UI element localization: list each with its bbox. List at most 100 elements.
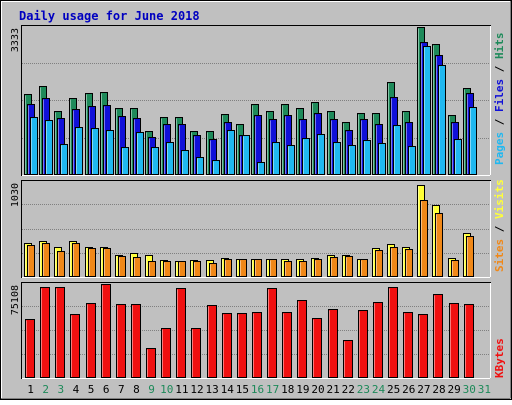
x-tick-label-22: 22: [342, 383, 355, 396]
bar-sites-day-1: [27, 245, 35, 277]
x-tick-label-20: 20: [311, 383, 324, 396]
x-tick-label-14: 14: [221, 383, 235, 396]
bar-sites-day-18: [284, 261, 292, 277]
bar-pages-day-25: [393, 125, 401, 175]
x-tick-label-15: 15: [236, 383, 249, 396]
bar-pages-day-15: [242, 135, 250, 175]
x-tick-label-19: 19: [296, 383, 309, 396]
bar-sites-day-30: [466, 236, 474, 277]
bar-sites-day-20: [314, 259, 322, 277]
bar-pages-day-13: [212, 160, 220, 175]
bar-kbytes-day-1: [25, 319, 35, 378]
bar-sites-day-22: [345, 256, 353, 277]
x-tick-label-23: 23: [357, 383, 370, 396]
bar-pages-day-8: [136, 132, 144, 175]
bar-sites-day-13: [209, 263, 217, 277]
bar-sites-day-11: [178, 261, 186, 277]
x-tick-label-29: 29: [448, 383, 461, 396]
bar-sites-day-12: [193, 261, 201, 277]
bar-pages-day-29: [454, 139, 462, 175]
bar-pages-day-7: [121, 147, 129, 175]
bar-sites-day-7: [118, 256, 126, 277]
bar-kbytes-day-6: [101, 284, 111, 378]
legend-top: Pages / Files / Hits: [493, 33, 506, 166]
bar-sites-day-29: [451, 260, 459, 277]
bar-pages-day-24: [378, 143, 386, 175]
panel-middle-ymax-label: 1030: [10, 183, 21, 207]
bar-pages-day-6: [106, 130, 114, 175]
legend-middle-part: Visits: [493, 179, 506, 219]
x-tick-label-13: 13: [205, 383, 218, 396]
legend-top-part: Pages: [493, 132, 506, 165]
x-tick-label-16: 16: [251, 383, 264, 396]
x-tick-label-2: 2: [42, 383, 49, 396]
bar-pages-day-4: [75, 127, 83, 175]
bar-sites-day-14: [224, 259, 232, 277]
bar-kbytes-day-15: [237, 313, 247, 378]
bar-kbytes-day-10: [161, 328, 171, 378]
bar-pages-day-3: [60, 144, 68, 175]
bar-pages-day-5: [91, 128, 99, 175]
bar-sites-day-5: [88, 248, 96, 277]
legend-top-part: Hits: [493, 33, 506, 60]
bar-sites-day-23: [360, 259, 368, 277]
bar-sites-day-2: [42, 243, 50, 277]
bar-kbytes-day-5: [86, 303, 96, 378]
bar-kbytes-day-14: [222, 313, 232, 378]
bar-pages-day-26: [408, 146, 416, 175]
bar-sites-day-27: [420, 200, 428, 277]
bar-kbytes-day-28: [433, 294, 443, 378]
bar-kbytes-day-2: [40, 287, 50, 378]
x-tick-label-28: 28: [432, 383, 445, 396]
bar-kbytes-day-29: [449, 303, 459, 378]
x-tick-label-12: 12: [190, 383, 203, 396]
bar-kbytes-day-7: [116, 304, 126, 378]
bar-pages-day-9: [151, 147, 159, 175]
panel-top-ymax-label: 3333: [10, 28, 21, 52]
legend-middle: Sites / Visits: [493, 179, 506, 272]
bar-kbytes-day-16: [252, 312, 262, 378]
bar-sites-day-6: [103, 248, 111, 277]
bar-pages-day-27: [423, 46, 431, 175]
panel-bottom-ymax-label: 75108: [10, 285, 21, 315]
x-tick-label-18: 18: [281, 383, 294, 396]
bar-sites-day-21: [330, 257, 338, 277]
x-tick-label-8: 8: [133, 383, 140, 396]
bar-pages-day-11: [181, 150, 189, 175]
bar-sites-day-17: [269, 259, 277, 277]
x-tick-label-9: 9: [148, 383, 155, 396]
bar-pages-day-22: [348, 145, 356, 175]
x-tick-label-1: 1: [27, 383, 34, 396]
legend-middle-part: /: [493, 219, 506, 239]
bar-sites-day-24: [375, 250, 383, 277]
bar-pages-day-17: [272, 142, 280, 175]
bar-sites-day-15: [239, 259, 247, 277]
bar-kbytes-day-9: [146, 348, 156, 378]
bar-kbytes-day-27: [418, 314, 428, 378]
x-tick-label-30: 30: [463, 383, 476, 396]
bar-pages-day-14: [227, 130, 235, 175]
legend-middle-part: Sites: [493, 239, 506, 272]
bar-sites-day-25: [390, 247, 398, 277]
x-tick-label-11: 11: [175, 383, 188, 396]
bar-kbytes-day-3: [55, 287, 65, 378]
bar-sites-day-26: [405, 249, 413, 277]
bar-pages-day-23: [363, 140, 371, 175]
x-tick-label-17: 17: [266, 383, 279, 396]
bar-kbytes-day-17: [267, 288, 277, 378]
bar-pages-day-12: [196, 157, 204, 175]
bar-pages-day-19: [302, 138, 310, 175]
bar-kbytes-day-20: [312, 318, 322, 378]
chart-title: Daily usage for June 2018: [19, 9, 200, 23]
bar-pages-day-20: [317, 134, 325, 175]
bar-kbytes-day-8: [131, 304, 141, 378]
bar-kbytes-day-18: [282, 312, 292, 378]
bar-kbytes-day-21: [328, 309, 338, 378]
bar-kbytes-day-26: [403, 312, 413, 378]
x-tick-label-5: 5: [88, 383, 95, 396]
bar-pages-day-10: [166, 142, 174, 175]
bar-kbytes-day-25: [388, 287, 398, 378]
bar-pages-day-30: [469, 107, 477, 175]
